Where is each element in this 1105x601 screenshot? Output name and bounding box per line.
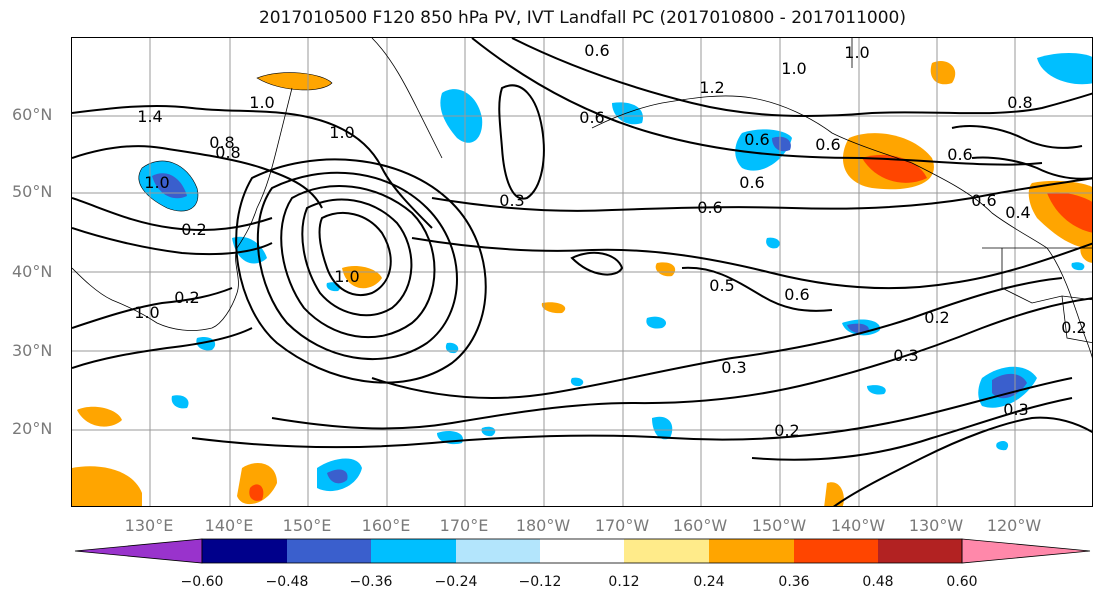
colorbar-tick-label: −0.12 xyxy=(518,574,562,590)
map-title: 2017010500 F120 850 hPa PV, IVT Landfall… xyxy=(258,8,906,28)
lon-label-170w: 170°W xyxy=(594,516,650,535)
contour-label: 1.0 xyxy=(134,303,159,322)
colorbar-segment xyxy=(287,539,371,563)
contour-label: 1.2 xyxy=(699,78,724,97)
contour-label: 0.8 xyxy=(215,143,240,162)
colorbar xyxy=(74,538,1091,564)
contour-label: 0.2 xyxy=(181,220,206,239)
map-canvas: 1.4 1.0 0.8 1.0 1.0 0.2 0.6 1.0 0.6 1.2 1.0 0.8 0.6 0… xyxy=(72,38,1092,506)
lon-label-130w: 130°W xyxy=(908,516,964,535)
lon-label-130e: 130°E xyxy=(124,516,174,535)
contour-label: 0.6 xyxy=(971,191,996,210)
colorbar-tick-label: 0.36 xyxy=(778,574,810,590)
contour-label: 1.0 xyxy=(329,123,354,142)
contour-labels: 1.4 1.0 0.8 1.0 1.0 0.2 0.6 1.0 0.6 1.2 1.0 0.8 0.6 0… xyxy=(134,41,1086,440)
contour-label: 1.0 xyxy=(781,59,806,78)
lon-label-180w: 180°W xyxy=(515,516,571,535)
colorbar-segment xyxy=(456,539,540,563)
contour-label: 0.3 xyxy=(499,191,524,210)
colorbar-tick-label: −0.48 xyxy=(265,574,309,590)
colorbar-tick-label: −0.24 xyxy=(434,574,478,590)
contour-label: 0.8 xyxy=(209,133,234,152)
contour-label: 1.4 xyxy=(137,107,162,126)
lat-label-40n: 40°N xyxy=(12,262,53,281)
lat-label-50n: 50°N xyxy=(12,182,53,201)
colorbar-tick-label: 0.60 xyxy=(946,574,978,590)
lon-label-140w: 140°W xyxy=(830,516,886,535)
lon-label-120w: 120°W xyxy=(986,516,1042,535)
contour-label: 0.6 xyxy=(784,285,809,304)
contour-label: 0.2 xyxy=(774,421,799,440)
colorbar-tick-label: 0.12 xyxy=(608,574,640,590)
coastlines xyxy=(72,38,1092,359)
colorbar-outline xyxy=(201,538,963,564)
colorbar-tick-label: −0.60 xyxy=(180,574,224,590)
contour-label: 0.8 xyxy=(1007,93,1032,112)
contour-label: 1.0 xyxy=(844,43,869,62)
lon-label-150e: 150°E xyxy=(282,516,332,535)
contour-label: 0.2 xyxy=(924,308,949,327)
contour-label: 0.3 xyxy=(721,358,746,377)
contour-label: 0.6 xyxy=(744,130,769,149)
colorbar-segment xyxy=(202,539,287,563)
contour-label: 0.6 xyxy=(579,108,604,127)
colorbar-segment xyxy=(540,539,624,563)
contour-label: 0.6 xyxy=(947,145,972,164)
contour-label: 0.6 xyxy=(697,198,722,217)
contour-label: 0.2 xyxy=(174,288,199,307)
lon-label-170e: 170°E xyxy=(439,516,489,535)
contour-label: 1.0 xyxy=(334,267,359,286)
colorbar-tick-label: −0.36 xyxy=(349,574,393,590)
contour-label: 0.6 xyxy=(739,173,764,192)
lon-label-140e: 140°E xyxy=(204,516,254,535)
contour-label: 0.4 xyxy=(1005,203,1030,222)
ivt-contours xyxy=(72,38,1092,506)
contour-label: 0.6 xyxy=(815,135,840,154)
colorbar-segment xyxy=(878,539,962,563)
colorbar-segment xyxy=(709,539,794,563)
contour-label: 0.6 xyxy=(584,41,609,60)
colorbar-segment xyxy=(794,539,878,563)
contour-label: 1.0 xyxy=(249,93,274,112)
colorbar-segment xyxy=(371,539,456,563)
lat-label-20n: 20°N xyxy=(12,419,53,438)
colorbar-extend-max xyxy=(961,538,1091,564)
lat-label-60n: 60°N xyxy=(12,105,53,124)
graticule xyxy=(72,38,1092,506)
colorbar-segment xyxy=(624,539,709,563)
contour-label: 0.3 xyxy=(1003,400,1028,419)
lon-label-150w: 150°W xyxy=(751,516,807,535)
contour-label: 0.5 xyxy=(709,276,734,295)
colorbar-tick-label: 0.24 xyxy=(693,574,725,590)
lon-label-160w: 160°W xyxy=(672,516,728,535)
lon-label-160e: 160°E xyxy=(361,516,411,535)
contour-label: 0.3 xyxy=(893,346,918,365)
colorbar-tick-label: 0.48 xyxy=(862,574,894,590)
colorbar-extend-min xyxy=(74,538,203,564)
map-panel: 1.4 1.0 0.8 1.0 1.0 0.2 0.6 1.0 0.6 1.2 1.0 0.8 0.6 0… xyxy=(71,37,1093,507)
lat-label-30n: 30°N xyxy=(12,341,53,360)
contour-label: 1.0 xyxy=(144,173,169,192)
contour-label: 0.2 xyxy=(1061,318,1086,337)
